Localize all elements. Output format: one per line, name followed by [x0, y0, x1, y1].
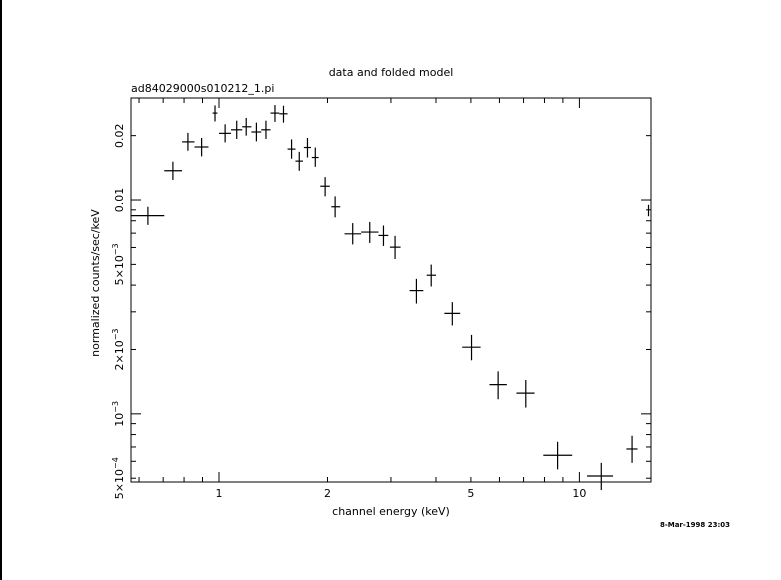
y-tick-label: 10−3 [111, 401, 126, 427]
y-tick-label: 2×10−3 [111, 328, 126, 370]
data-point [218, 124, 232, 143]
data-point [295, 151, 303, 171]
data-point [261, 120, 271, 139]
data-point [626, 435, 638, 463]
data-point [311, 147, 319, 167]
axes-group: 1 2 5 10 5×10−4 10−3 2×10−3 5×10−3 0.01 0.02 [111, 97, 651, 500]
data-point [516, 379, 535, 408]
data-point [251, 122, 262, 142]
timestamp: 8-Mar-1998 23:03 [660, 521, 730, 529]
data-point [287, 139, 296, 159]
data-point [231, 120, 243, 139]
data-point [279, 105, 288, 123]
y-tick-label: 5×10−4 [111, 457, 126, 499]
data-point [361, 221, 379, 243]
data-point [270, 105, 280, 122]
data-point [320, 177, 330, 197]
data-point [242, 117, 252, 136]
data-points-group [131, 105, 650, 491]
data-point [331, 196, 341, 218]
data-point [462, 334, 481, 361]
x-tick-label: 2 [324, 487, 331, 500]
x-tick-label: 5 [467, 487, 474, 500]
data-point [647, 204, 650, 217]
data-point [409, 278, 424, 304]
data-point [426, 264, 436, 287]
data-point [194, 138, 209, 157]
data-point [182, 132, 195, 151]
data-point [131, 206, 165, 225]
data-point [303, 138, 311, 158]
data-point [378, 225, 389, 246]
y-tick-label: 5×10−3 [111, 243, 126, 285]
data-point [212, 105, 218, 122]
x-axis-label: channel energy (keV) [332, 505, 450, 518]
window-left-edge [0, 0, 2, 580]
plot-frame [130, 97, 652, 483]
data-point [587, 462, 614, 491]
y-axis-label: normalized counts/sec/keV [89, 209, 102, 357]
x-tick-label: 1 [215, 487, 222, 500]
chart-title: data and folded model [329, 66, 454, 79]
chart-subtitle: ad84029000s010212_1.pi [131, 82, 274, 95]
data-point [543, 441, 573, 470]
data-point [444, 302, 461, 326]
y-tick-label: 0.02 [113, 123, 126, 148]
data-point [489, 371, 507, 400]
data-point [389, 235, 401, 259]
x-tick-label: 10 [572, 487, 586, 500]
y-tick-label: 0.01 [113, 188, 126, 213]
data-point [344, 223, 362, 245]
data-point [164, 161, 183, 181]
